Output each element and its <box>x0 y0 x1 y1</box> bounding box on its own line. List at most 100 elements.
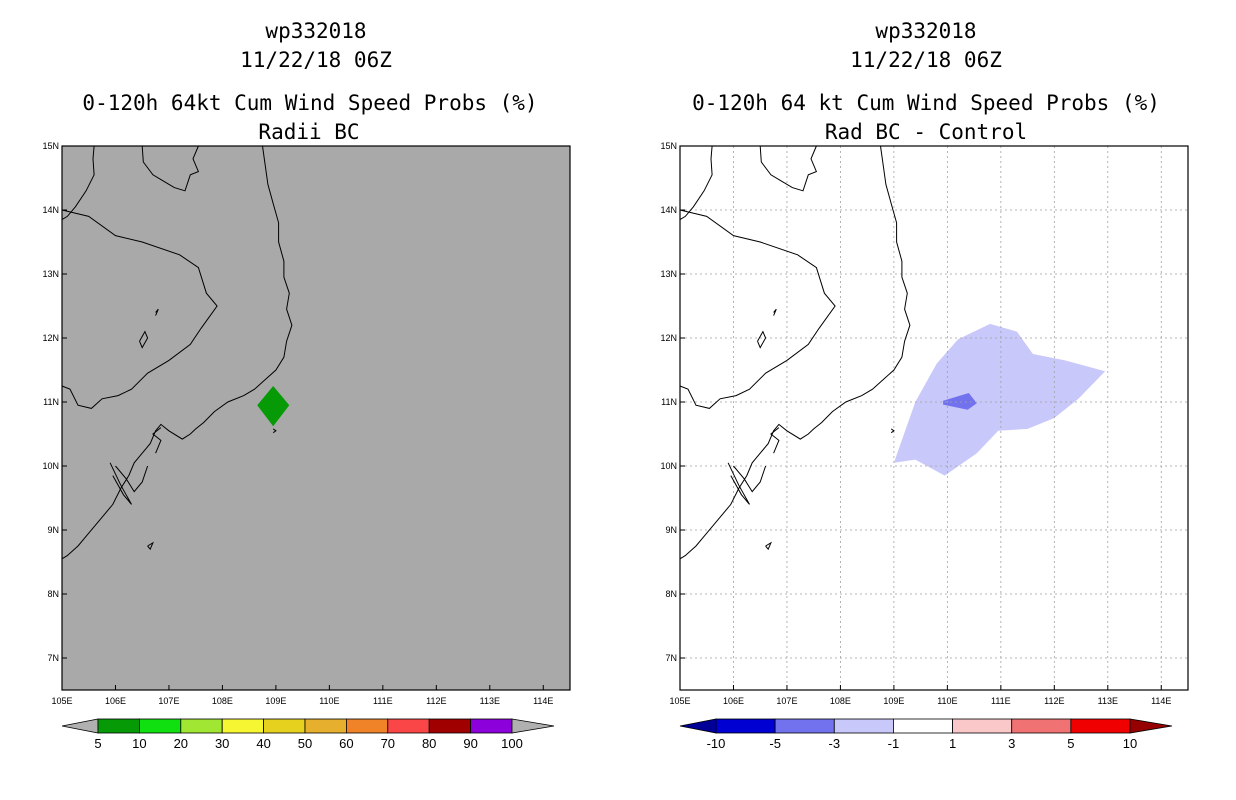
colorbar-swatch <box>952 718 1013 734</box>
right-title-line-2: 11/22/18 06Z <box>850 48 1002 72</box>
x-tick-label: 113E <box>480 696 500 706</box>
colorbar-label: 5 <box>1067 736 1074 751</box>
left-coastline <box>61 145 293 560</box>
colorbar-swatch <box>180 718 223 734</box>
y-tick-label: 10N <box>660 461 677 471</box>
y-tick-label: 12N <box>660 333 677 343</box>
right-difference-fills <box>893 323 1106 476</box>
colorbar-swatch <box>833 718 894 734</box>
r-fill-region-0 <box>893 323 1106 476</box>
x-tick-label: 110E <box>319 696 339 706</box>
colorbar-label: 10 <box>132 736 146 751</box>
colorbar-swatch <box>470 718 513 734</box>
x-tick-label: 113E <box>1098 696 1118 706</box>
x-tick-label: 107E <box>776 696 797 706</box>
x-tick-label: 107E <box>158 696 179 706</box>
colorbar-label: 30 <box>215 736 229 751</box>
left-probability-fills <box>257 386 290 427</box>
x-tick-label: 112E <box>1044 696 1064 706</box>
y-tick-label: 15N <box>42 141 59 151</box>
x-tick-label: 105E <box>51 696 72 706</box>
x-tick-label: 108E <box>212 696 233 706</box>
colorbar-label: 70 <box>381 736 395 751</box>
x-tick-label: 105E <box>669 696 690 706</box>
left-y-axis: 7N 8N 9N 10N 11N 12N 13N 14N 15N <box>42 141 67 663</box>
right-x-axis: 105E 106E 107E 108E 109E 110E 111E 112E 113E 114E <box>669 685 1171 706</box>
colorbar-swatch <box>263 718 306 734</box>
colorbar-swatch <box>387 718 430 734</box>
x-tick-label: 111E <box>991 696 1011 706</box>
x-tick-label: 114E <box>533 696 553 706</box>
colorbar-swatch <box>428 718 472 734</box>
right-title-line-3: 0-120h 64 kt Cum Wind Speed Probs (%) <box>692 91 1160 115</box>
colorbar-label: 1 <box>949 736 956 751</box>
colorbar-swatch <box>774 718 835 734</box>
y-tick-label: 8N <box>665 589 677 599</box>
colorbar-swatch <box>345 718 389 734</box>
colorbar-label: 10 <box>1123 736 1137 751</box>
left-map-frame <box>61 145 571 691</box>
y-tick-label: 11N <box>43 397 59 407</box>
y-tick-label: 14N <box>42 205 59 215</box>
colorbar-swatch <box>1011 718 1072 734</box>
y-tick-label: 8N <box>47 589 59 599</box>
colorbar-label: -3 <box>829 736 841 751</box>
colorbar-label: 5 <box>94 736 101 751</box>
right-title-line-1: wp332018 <box>875 19 976 43</box>
colorbar-label: -5 <box>769 736 781 751</box>
left-title-line-4: Radii BC <box>258 120 359 144</box>
left-island <box>139 330 149 349</box>
colorbar-label: 80 <box>422 736 436 751</box>
colorbar-label: 3 <box>1008 736 1015 751</box>
colorbar-swatch <box>1070 718 1131 734</box>
x-tick-label: 112E <box>426 696 446 706</box>
x-tick-label: 109E <box>883 696 904 706</box>
colorbar-label: 50 <box>298 736 312 751</box>
x-tick-label: 106E <box>105 696 126 706</box>
x-tick-label: 108E <box>830 696 851 706</box>
right-island <box>765 541 772 551</box>
left-title-line-1: wp332018 <box>265 19 366 43</box>
left-delta-coastline <box>109 427 277 505</box>
y-tick-label: 7N <box>47 653 59 663</box>
y-tick-label: 13N <box>660 269 677 279</box>
colorbar-label: 40 <box>256 736 270 751</box>
right-colorbar: -10 -5 -3 -1 1 3 5 10 <box>679 718 1173 751</box>
colorbar-low-triangle <box>61 718 99 734</box>
right-mainland-coastline <box>679 145 911 560</box>
colorbar-low-triangle <box>679 718 717 734</box>
colorbar-high-triangle <box>1129 718 1173 734</box>
y-tick-label: 7N <box>665 653 677 663</box>
y-tick-label: 12N <box>42 333 59 343</box>
x-tick-label: 109E <box>265 696 286 706</box>
left-map-background <box>62 146 570 690</box>
x-tick-label: 111E <box>373 696 393 706</box>
colorbar-swatch <box>304 718 347 734</box>
l-fill-region-0 <box>257 386 290 427</box>
colorbar-swatch <box>138 718 182 734</box>
colorbar-swatch <box>715 718 776 734</box>
left-island <box>155 308 159 316</box>
colorbar-label: 90 <box>463 736 477 751</box>
r-fill-region-1 <box>943 393 977 410</box>
colorbar-swatch <box>221 718 264 734</box>
colorbar-label: 20 <box>174 736 188 751</box>
x-tick-label: 110E <box>937 696 957 706</box>
left-title-line-3: 0-120h 64kt Cum Wind Speed Probs (%) <box>82 91 537 115</box>
y-tick-label: 11N <box>661 397 677 407</box>
colorbar-swatch <box>893 718 953 734</box>
right-title-line-4: Rad BC - Control <box>825 120 1027 144</box>
y-tick-label: 14N <box>660 205 677 215</box>
right-y-axis: 7N 8N 9N 10N 11N 12N 13N 14N 15N <box>660 141 685 663</box>
left-colorbar: 5 10 20 30 40 50 60 70 80 90 100 <box>61 718 555 751</box>
colorbar-label: -10 <box>707 736 726 751</box>
left-mainland-coastline <box>61 145 293 560</box>
y-tick-label: 15N <box>660 141 677 151</box>
right-island <box>773 308 777 316</box>
colorbar-label: 100 <box>501 736 523 751</box>
right-delta-coastline <box>727 427 895 505</box>
colorbar-swatch <box>97 718 140 734</box>
y-tick-label: 9N <box>665 525 677 535</box>
left-panel: wp332018 11/22/18 06Z 0-120h 64kt Cum Wi… <box>42 19 571 751</box>
